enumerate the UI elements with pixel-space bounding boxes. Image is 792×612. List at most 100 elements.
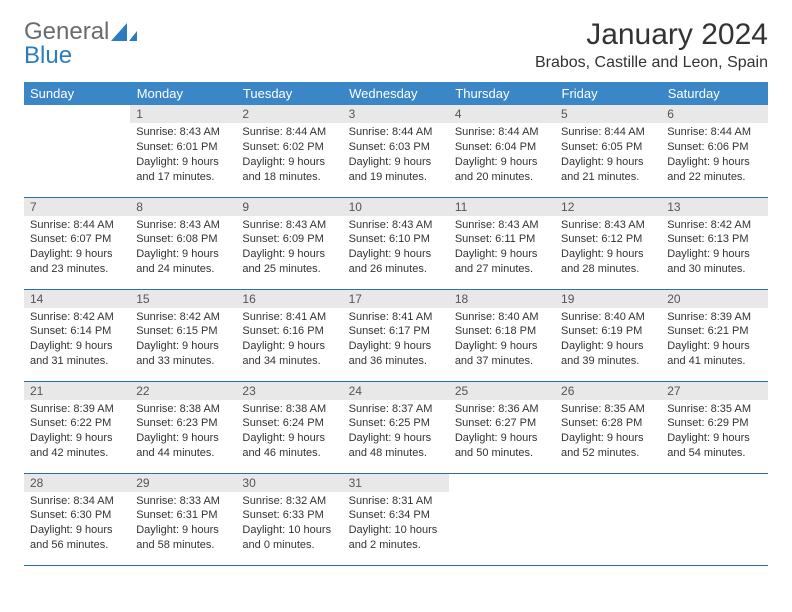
sunset-text: Sunset: 6:11 PM: [455, 232, 549, 247]
sunrise-text: Sunrise: 8:43 AM: [136, 125, 230, 140]
sunrise-text: Sunrise: 8:32 AM: [242, 494, 336, 509]
sunset-text: Sunset: 6:13 PM: [667, 232, 761, 247]
daylight-text: and 19 minutes.: [349, 170, 443, 185]
day-details: Sunrise: 8:44 AMSunset: 6:03 PMDaylight:…: [343, 123, 449, 188]
daylight-text: and 23 minutes.: [30, 262, 124, 277]
weekday-header: Monday: [130, 82, 236, 105]
daylight-text: and 30 minutes.: [667, 262, 761, 277]
day-number: 23: [236, 382, 342, 400]
calendar-cell: 15Sunrise: 8:42 AMSunset: 6:15 PMDayligh…: [130, 289, 236, 381]
calendar-cell: 10Sunrise: 8:43 AMSunset: 6:10 PMDayligh…: [343, 197, 449, 289]
day-details: Sunrise: 8:35 AMSunset: 6:29 PMDaylight:…: [661, 400, 767, 465]
day-number: 3: [343, 105, 449, 123]
day-number: 31: [343, 474, 449, 492]
daylight-text: and 41 minutes.: [667, 354, 761, 369]
day-number: 6: [661, 105, 767, 123]
sunrise-text: Sunrise: 8:38 AM: [136, 402, 230, 417]
sunrise-text: Sunrise: 8:31 AM: [349, 494, 443, 509]
sunset-text: Sunset: 6:23 PM: [136, 416, 230, 431]
calendar-cell: 23Sunrise: 8:38 AMSunset: 6:24 PMDayligh…: [236, 381, 342, 473]
sunrise-text: Sunrise: 8:43 AM: [242, 218, 336, 233]
day-number: 12: [555, 198, 661, 216]
daylight-text: Daylight: 9 hours: [667, 247, 761, 262]
sunset-text: Sunset: 6:03 PM: [349, 140, 443, 155]
sunset-text: Sunset: 6:08 PM: [136, 232, 230, 247]
daylight-text: Daylight: 9 hours: [667, 155, 761, 170]
day-details: Sunrise: 8:34 AMSunset: 6:30 PMDaylight:…: [24, 492, 130, 557]
daylight-text: and 37 minutes.: [455, 354, 549, 369]
daylight-text: and 44 minutes.: [136, 446, 230, 461]
day-number: 22: [130, 382, 236, 400]
sunset-text: Sunset: 6:25 PM: [349, 416, 443, 431]
sunset-text: Sunset: 6:06 PM: [667, 140, 761, 155]
calendar-cell: 19Sunrise: 8:40 AMSunset: 6:19 PMDayligh…: [555, 289, 661, 381]
calendar-cell: 18Sunrise: 8:40 AMSunset: 6:18 PMDayligh…: [449, 289, 555, 381]
day-details: Sunrise: 8:44 AMSunset: 6:06 PMDaylight:…: [661, 123, 767, 188]
calendar-cell: 4Sunrise: 8:44 AMSunset: 6:04 PMDaylight…: [449, 105, 555, 197]
day-number: 28: [24, 474, 130, 492]
sunset-text: Sunset: 6:12 PM: [561, 232, 655, 247]
daylight-text: Daylight: 9 hours: [349, 155, 443, 170]
sunrise-text: Sunrise: 8:35 AM: [667, 402, 761, 417]
day-number: 27: [661, 382, 767, 400]
day-number: 17: [343, 290, 449, 308]
daylight-text: Daylight: 9 hours: [455, 431, 549, 446]
daylight-text: and 48 minutes.: [349, 446, 443, 461]
day-number: 15: [130, 290, 236, 308]
day-number: 26: [555, 382, 661, 400]
sunset-text: Sunset: 6:19 PM: [561, 324, 655, 339]
daylight-text: Daylight: 9 hours: [349, 247, 443, 262]
sunrise-text: Sunrise: 8:44 AM: [561, 125, 655, 140]
day-number: 18: [449, 290, 555, 308]
day-details: Sunrise: 8:35 AMSunset: 6:28 PMDaylight:…: [555, 400, 661, 465]
day-details: Sunrise: 8:37 AMSunset: 6:25 PMDaylight:…: [343, 400, 449, 465]
daylight-text: Daylight: 9 hours: [561, 339, 655, 354]
sunset-text: Sunset: 6:04 PM: [455, 140, 549, 155]
day-details: Sunrise: 8:41 AMSunset: 6:17 PMDaylight:…: [343, 308, 449, 373]
sunset-text: Sunset: 6:07 PM: [30, 232, 124, 247]
sunrise-text: Sunrise: 8:33 AM: [136, 494, 230, 509]
daylight-text: and 21 minutes.: [561, 170, 655, 185]
sunrise-text: Sunrise: 8:39 AM: [667, 310, 761, 325]
sunrise-text: Sunrise: 8:43 AM: [455, 218, 549, 233]
weekday-header: Thursday: [449, 82, 555, 105]
day-number: 8: [130, 198, 236, 216]
daylight-text: Daylight: 9 hours: [136, 339, 230, 354]
daylight-text: Daylight: 9 hours: [136, 155, 230, 170]
title-block: January 2024 Brabos, Castille and Leon, …: [535, 18, 768, 72]
sunset-text: Sunset: 6:05 PM: [561, 140, 655, 155]
calendar-cell: 1Sunrise: 8:43 AMSunset: 6:01 PMDaylight…: [130, 105, 236, 197]
day-number: 14: [24, 290, 130, 308]
daylight-text: and 58 minutes.: [136, 538, 230, 553]
sunset-text: Sunset: 6:16 PM: [242, 324, 336, 339]
daylight-text: and 27 minutes.: [455, 262, 549, 277]
sunset-text: Sunset: 6:31 PM: [136, 508, 230, 523]
calendar-cell: [24, 105, 130, 197]
calendar-cell: 26Sunrise: 8:35 AMSunset: 6:28 PMDayligh…: [555, 381, 661, 473]
calendar-cell: 11Sunrise: 8:43 AMSunset: 6:11 PMDayligh…: [449, 197, 555, 289]
daylight-text: and 17 minutes.: [136, 170, 230, 185]
daylight-text: Daylight: 9 hours: [30, 523, 124, 538]
calendar-cell: 28Sunrise: 8:34 AMSunset: 6:30 PMDayligh…: [24, 473, 130, 565]
daylight-text: Daylight: 9 hours: [561, 247, 655, 262]
day-details: Sunrise: 8:43 AMSunset: 6:11 PMDaylight:…: [449, 216, 555, 281]
daylight-text: and 50 minutes.: [455, 446, 549, 461]
sunset-text: Sunset: 6:30 PM: [30, 508, 124, 523]
sunrise-text: Sunrise: 8:42 AM: [667, 218, 761, 233]
sunrise-text: Sunrise: 8:36 AM: [455, 402, 549, 417]
sunset-text: Sunset: 6:01 PM: [136, 140, 230, 155]
sunrise-text: Sunrise: 8:37 AM: [349, 402, 443, 417]
day-number: 16: [236, 290, 342, 308]
daylight-text: and 31 minutes.: [30, 354, 124, 369]
day-details: Sunrise: 8:44 AMSunset: 6:04 PMDaylight:…: [449, 123, 555, 188]
day-details: Sunrise: 8:43 AMSunset: 6:09 PMDaylight:…: [236, 216, 342, 281]
day-number: 9: [236, 198, 342, 216]
sunrise-text: Sunrise: 8:44 AM: [242, 125, 336, 140]
daylight-text: and 54 minutes.: [667, 446, 761, 461]
day-number: 19: [555, 290, 661, 308]
sunrise-text: Sunrise: 8:34 AM: [30, 494, 124, 509]
daylight-text: Daylight: 9 hours: [30, 247, 124, 262]
sunrise-text: Sunrise: 8:43 AM: [136, 218, 230, 233]
sunrise-text: Sunrise: 8:35 AM: [561, 402, 655, 417]
daylight-text: and 28 minutes.: [561, 262, 655, 277]
